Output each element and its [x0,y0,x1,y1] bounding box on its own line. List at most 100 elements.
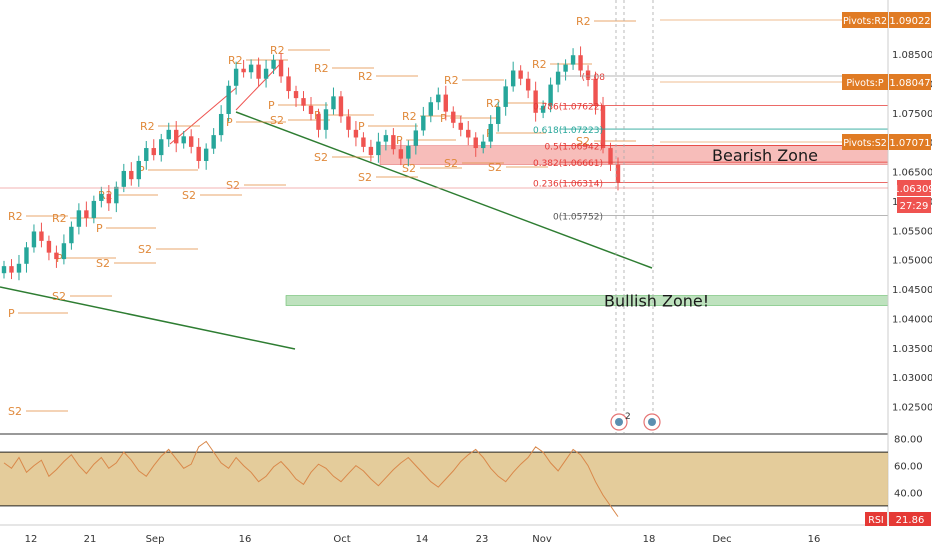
candle-body [451,111,456,123]
candle-body [428,102,434,116]
candle-body [16,263,22,273]
pivot-label-r2: R2 [270,44,285,57]
pivot-label-p: P [358,120,365,133]
pivot-label-s2: S2 [52,290,66,303]
price-tick-label: 1.06500 [892,168,932,179]
rsi-name: RSI [868,515,883,526]
candle-body [436,94,441,103]
candle-body [533,90,538,113]
candle-body [278,59,284,77]
time-tick-label: 12 [25,534,38,545]
fib-label: 0.5(1.06942) [544,143,603,153]
time-tick-label: 21 [84,534,97,545]
price-tick-label: 1.03000 [892,373,932,384]
candle-body [166,129,171,140]
pivot-label-s2: S2 [314,151,328,164]
candle-body [196,146,201,161]
pivot-label-p: P [268,99,275,112]
pivot-label-r2: R2 [358,70,373,83]
pivot-badge-label: Pivots:R2 [843,16,887,27]
pivot-label-p: P [138,164,145,177]
event-icon-dot [615,418,623,426]
price-tick-label: 1.07500 [892,109,932,120]
candle-body [548,84,553,106]
candle-body [421,115,426,131]
candle-body [353,129,359,138]
rsi-tick-label: 60.00 [894,462,923,473]
candle-body [316,113,321,130]
pivot-badge-label-bg [842,74,888,90]
candle-body [174,129,179,144]
rsi-value-bg [889,512,931,526]
candle-body [615,164,621,183]
pivot-label-s2: S2 [488,161,502,174]
zone-bullish [285,295,889,306]
time-tick-label: Sep [146,534,165,545]
candle-body [413,130,419,146]
pivot-badge-value-bg [889,74,931,90]
candle-body [256,64,261,79]
price-tick-label: 1.04500 [892,285,932,296]
candle-body [136,160,141,180]
candle-body [510,70,516,87]
pivot-label-r2: R2 [228,54,243,67]
pivot-badge-value-bg [889,12,931,28]
candle-body [181,136,186,144]
candle-body [121,170,127,187]
pivot-label-s2: S2 [138,243,152,256]
candle-body [144,148,149,161]
candle-body [203,148,209,161]
candle-body [271,59,276,69]
candle-body [99,193,104,201]
candle-body [481,141,486,149]
candle-body [503,86,508,107]
price-tick-label: 1.08500 [892,50,932,61]
pivot-label-r2: R2 [8,210,23,223]
pivot-label-p: P [96,222,103,235]
pivot-badge-label: Pivots:S2 [843,138,887,149]
rsi-line [3,440,619,517]
time-tick-label: 16 [239,534,252,545]
candle-body [9,266,14,273]
candle-body [1,266,7,274]
candle-body [331,96,336,110]
pivot-badge-value: 1.08047 [889,78,930,89]
pivot-label-s2: S2 [96,257,110,270]
candle-body [39,231,44,241]
trendline-upper [235,111,653,269]
fib-label: 0.786(1.07622) [533,103,603,113]
candle-body [188,136,194,147]
candle-body [301,98,306,106]
pivot-badge-value: 1.07071 [889,138,930,149]
candle-body [361,137,366,147]
pivot-label-s2: S2 [444,157,458,170]
candle-body [585,70,591,79]
pivot-label-r2: R2 [402,110,417,123]
pivot-label-s2: S2 [358,171,372,184]
pivot-badge-value-bg [889,134,931,150]
candle-body [398,149,404,159]
candle-body [46,240,52,253]
candle-body [488,123,493,142]
candle-body [226,85,231,114]
price-tick-label: 1.04000 [892,314,932,325]
pivot-label-p: P [440,112,447,125]
candle-body [391,135,396,150]
candle-body [293,91,299,99]
timer-badge: 27:29 [900,201,929,212]
price-tick-label: 1.03500 [892,344,932,355]
pivot-label-s2: S2 [182,189,196,202]
candle-body [151,148,156,156]
candle-body [286,76,291,92]
candle-body [540,105,546,113]
candle-body [241,68,246,73]
price-tick-label: 1.02500 [892,403,932,414]
pivot-label-p: P [226,116,233,129]
pivot-label-r2: R2 [486,97,501,110]
candle-body [76,210,82,227]
fib-label: 0(1.05752) [553,213,603,223]
candle-body [458,122,463,130]
price-badge-bg [897,180,931,196]
